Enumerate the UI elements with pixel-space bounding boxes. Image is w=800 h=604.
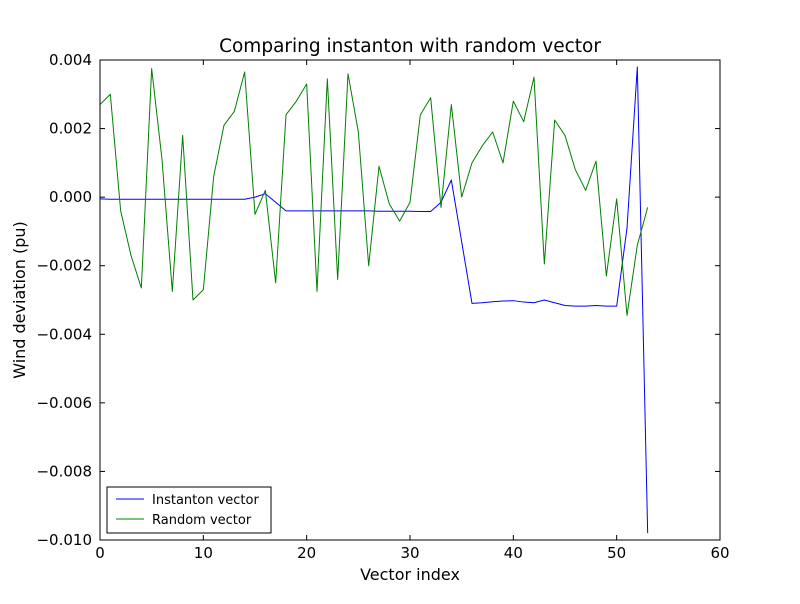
plot-area xyxy=(100,60,720,540)
legend-label-instanton: Instanton vector xyxy=(152,493,259,508)
x-tick-label: 40 xyxy=(504,544,523,562)
legend: Instanton vector Random vector xyxy=(106,486,272,534)
x-axis-title: Vector index xyxy=(360,565,460,584)
x-tick-label: 0 xyxy=(95,544,105,562)
x-tick-label: 50 xyxy=(607,544,626,562)
x-tick-label: 10 xyxy=(194,544,213,562)
y-tick-label: 0.002 xyxy=(49,120,92,138)
y-tick-label: 0.004 xyxy=(49,51,92,69)
y-tick-label: −0.006 xyxy=(36,394,92,412)
x-tick-label: 20 xyxy=(297,544,316,562)
instanton-series-line xyxy=(99,66,649,534)
random-series-line xyxy=(99,68,649,316)
y-tick-label: −0.004 xyxy=(36,325,92,343)
x-tick-label: 30 xyxy=(400,544,419,562)
y-tick-label: 0.000 xyxy=(49,188,92,206)
y-tick-label: −0.008 xyxy=(36,462,92,480)
tick-layer: 0 10 20 30 40 50 60 0.004 0.002 0.000 −0.002 −0.004… xyxy=(36,51,729,562)
x-tick-label: 60 xyxy=(710,544,729,562)
series-layer xyxy=(99,66,649,534)
plot-frame xyxy=(99,59,721,541)
y-axis-title: Wind deviation (pu) xyxy=(10,221,29,379)
y-tick-label: −0.002 xyxy=(36,257,92,275)
legend-box xyxy=(106,486,272,534)
chart-title: Comparing instanton with random vector xyxy=(219,36,601,57)
y-tick-label: −0.010 xyxy=(36,531,92,549)
legend-label-random: Random vector xyxy=(152,513,252,528)
